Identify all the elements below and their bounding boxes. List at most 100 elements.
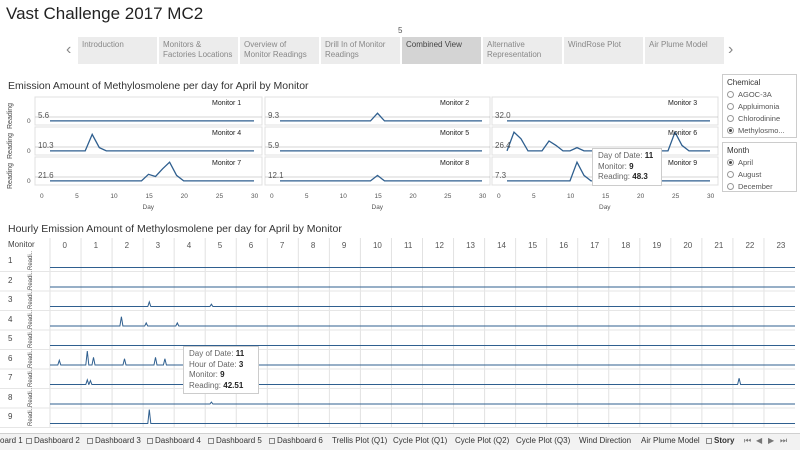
daily-series-line[interactable] (280, 174, 482, 182)
hourly-row-y-title: Readi.. (28, 406, 34, 426)
daily-reference-value: 21.6 (38, 171, 54, 180)
hourly-series-line[interactable] (50, 401, 795, 405)
story-tab-air-plume[interactable]: Air Plume Model (645, 37, 725, 64)
sheet-tab-dashboard-1[interactable]: oard 1 (0, 436, 23, 445)
daily-x-tick: 25 (444, 193, 452, 200)
daily-zero-1: 0 (27, 118, 31, 125)
page-title: Vast Challenge 2017 MC2 (6, 4, 204, 23)
sheet-tab-dashboard-5[interactable]: Dashboard 5 (208, 436, 262, 445)
chemical-option-agoc[interactable]: AGOC-3A (727, 89, 792, 100)
daily-cell-frame (264, 96, 491, 126)
chemical-option-chlorodinine[interactable]: Chlorodinine (727, 113, 792, 124)
sheet-tab-wind-direction[interactable]: Wind Direction (579, 436, 632, 445)
hour-header-label: 1 (93, 241, 99, 250)
sheet-tab-dashboard-4[interactable]: Dashboard 4 (147, 436, 201, 445)
daily-tooltip: Day of Date: 11 Monitor: 9 Reading: 48.3 (592, 148, 662, 186)
month-option-april[interactable]: April (727, 157, 792, 168)
daily-monitor-label: Monitor 1 (212, 100, 242, 107)
hourly-row-y-title: Readi.. (28, 387, 34, 407)
hourly-row-monitor-label: 6 (8, 353, 13, 363)
story-tab-locations[interactable]: Monitors & Factories Locations (159, 37, 239, 64)
daily-monitor-label: Monitor 9 (668, 160, 698, 167)
daily-x-tick: 30 (251, 193, 259, 200)
first-sheet-icon[interactable]: ⏮ (744, 436, 752, 445)
hour-header-label: 6 (248, 241, 254, 250)
hourly-row-monitor-label: 3 (8, 295, 13, 304)
daily-reference-value: 5.6 (38, 111, 50, 120)
daily-x-tick: 0 (270, 193, 274, 200)
hourly-row-y-title: Readi.. (28, 328, 34, 348)
daily-reference-value: 12.1 (268, 171, 284, 180)
daily-monitor-label: Monitor 5 (440, 130, 470, 137)
story-tab-combined-view[interactable]: Combined View (402, 37, 482, 64)
dashboard-icon (26, 437, 32, 444)
story-tab-alternative[interactable]: Alternative Representation (483, 37, 563, 64)
hourly-monitor-header: Monitor (8, 240, 35, 249)
chemical-option-appluimonia[interactable]: Appluimonia (727, 101, 792, 112)
nav-prev-arrow-icon[interactable]: ‹ (66, 41, 72, 58)
daily-monitor-label: Monitor 6 (668, 130, 698, 137)
hour-header-label: 22 (745, 241, 755, 250)
hour-header-label: 5 (217, 241, 223, 250)
chemical-option-methylosmolene[interactable]: Methylosmo... (727, 125, 792, 136)
hourly-row-y-title: Readi.. (28, 289, 34, 309)
hourly-series-line[interactable] (50, 409, 795, 424)
hourly-series-line[interactable] (50, 300, 795, 307)
hour-header-label: 11 (403, 241, 413, 250)
story-icon (706, 437, 712, 444)
daily-monitor-label: Monitor 3 (668, 100, 698, 107)
sheet-tab-dashboard-6[interactable]: Dashboard 6 (269, 436, 323, 445)
daily-reference-value: 7.3 (495, 171, 507, 180)
sheet-tab-cycle-q3[interactable]: Cycle Plot (Q3) (516, 436, 571, 445)
last-sheet-icon[interactable]: ⏭ (780, 436, 788, 445)
sheet-tab-cycle-q2[interactable]: Cycle Plot (Q2) (455, 436, 510, 445)
hourly-row-y-title: Readi.. (28, 309, 34, 329)
hour-header-label: 21 (714, 241, 724, 250)
daily-x-tick: 20 (409, 193, 417, 200)
hourly-series-line[interactable] (50, 378, 795, 385)
radio-icon (727, 91, 734, 98)
hourly-row-y-title: Readi.. (28, 348, 34, 368)
month-option-december[interactable]: December (727, 181, 792, 192)
daily-x-tick: 10 (110, 193, 118, 200)
story-tab-overview[interactable]: Overview of Monitor Readings (240, 37, 320, 64)
prev-sheet-icon[interactable]: ◀ (756, 436, 763, 445)
daily-series-line[interactable] (280, 112, 482, 122)
sheet-tab-dashboard-2[interactable]: Dashboard 2 (26, 436, 80, 445)
hourly-row-y-title: Readi.. (28, 270, 34, 290)
hourly-row-monitor-label: 9 (8, 412, 13, 421)
hourly-row-y-title: Readi.. (28, 367, 34, 387)
hour-header-label: 2 (124, 241, 130, 250)
daily-x-tick: 5 (304, 193, 309, 200)
hourly-row-y-title: Readi.. (28, 250, 34, 270)
radio-icon (727, 171, 734, 178)
next-sheet-icon[interactable]: ▶ (768, 436, 775, 445)
sheet-tab-cycle-q1[interactable]: Cycle Plot (Q1) (393, 436, 448, 445)
chemical-filter-title: Chemical (727, 78, 761, 87)
daily-x-tick: 20 (637, 193, 645, 200)
daily-x-tick: 5 (532, 193, 536, 200)
hour-header-label: 23 (776, 241, 786, 250)
sheet-tab-air-plume[interactable]: Air Plume Model (641, 436, 700, 445)
daily-x-tick: 0 (40, 193, 44, 200)
story-tab-drill-in[interactable]: Drill In of Monitor Readings (321, 37, 401, 64)
hourly-series-line[interactable] (50, 316, 795, 327)
sheet-tab-dashboard-3[interactable]: Dashboard 3 (87, 436, 141, 445)
daily-series-line[interactable] (50, 132, 254, 152)
hourly-series-line[interactable] (50, 350, 795, 366)
sheet-tab-trellis[interactable]: Trellis Plot (Q1) (332, 436, 388, 445)
story-tab-windrose[interactable]: WindRose Plot (564, 37, 644, 64)
daily-series-line[interactable] (50, 161, 254, 182)
nav-next-arrow-icon[interactable]: › (728, 41, 734, 58)
sheet-tab-story[interactable]: Story (706, 436, 734, 445)
hour-header-label: 4 (186, 241, 192, 250)
hour-header-label: 8 (310, 241, 316, 250)
dashboard-icon (269, 437, 275, 444)
story-tab-introduction[interactable]: Introduction (78, 37, 158, 64)
month-option-august[interactable]: August (727, 169, 792, 180)
daily-cell-frame (264, 126, 491, 156)
hour-header-label: 15 (528, 241, 538, 250)
hourly-row-monitor-label: 2 (8, 275, 13, 285)
daily-x-axis: 0 5 10 15 20 25 30 Day 0 5 10 15 20 25 30 Day 0 5 10 15 20 25… (0, 192, 720, 212)
daily-x-title: Day (142, 204, 155, 211)
